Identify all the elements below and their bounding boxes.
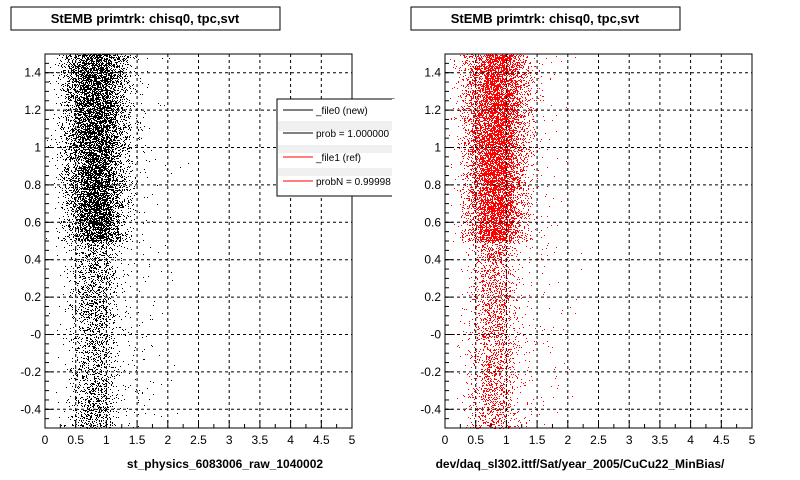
x-tick-label: 3.5 xyxy=(252,433,269,447)
x-tick-label: 0.5 xyxy=(467,433,484,447)
x-tick-label: 3 xyxy=(626,433,633,447)
y-tick-label: 1.4 xyxy=(24,66,41,80)
x-tick-label: 5 xyxy=(749,433,756,447)
y-tick-label: 0.2 xyxy=(24,290,41,304)
left-plot-panel: StEMB primtrk: chisq0, tpc,svt 0 0.5 1 1.5 2… xyxy=(10,6,400,471)
y-tick-label: -0.4 xyxy=(420,402,441,416)
y-tick-label: -0 xyxy=(30,328,41,342)
x-tick-label: 3.5 xyxy=(652,433,669,447)
x-tick-label: 1 xyxy=(503,433,510,447)
y-tick-label: 1.2 xyxy=(24,103,41,117)
y-tick-label: 0.6 xyxy=(24,215,41,229)
right-plot-panel: StEMB primtrk: chisq0, tpc,svt 0 0.5 1 1.5 2… xyxy=(410,6,756,471)
x-tick-label: 0.5 xyxy=(67,433,84,447)
x-tick-label: 4.5 xyxy=(713,433,730,447)
right-title: StEMB primtrk: chisq0, tpc,svt xyxy=(451,11,640,26)
x-tick-label: 0 xyxy=(42,433,49,447)
legend: _file0 (new) prob = 1.000000 _file1 (ref… xyxy=(276,98,400,198)
right-title-box xyxy=(410,6,681,31)
x-tick-label: 2 xyxy=(164,433,171,447)
left-title: StEMB primtrk: chisq0, tpc,svt xyxy=(51,11,240,26)
left-title-box xyxy=(10,6,281,31)
y-tick-label: 0.8 xyxy=(24,178,41,192)
legend-label-file1: _file1 (ref) xyxy=(315,153,361,164)
left-x-axis-label: st_physics_6083006_raw_1040002 xyxy=(127,457,323,471)
x-tick-label: 1.5 xyxy=(129,433,146,447)
x-tick-label: 5 xyxy=(349,433,356,447)
y-tick-label: 0.4 xyxy=(24,253,41,267)
x-tick-label: 2.5 xyxy=(590,433,607,447)
y-tick-label: 0.2 xyxy=(424,290,441,304)
y-tick-label: 1.4 xyxy=(424,66,441,80)
x-tick-label: 1 xyxy=(103,433,110,447)
x-tick-label: 0 xyxy=(442,433,449,447)
x-tick-label: 1.5 xyxy=(529,433,546,447)
legend-label-probn: probN = 0.99998 xyxy=(316,177,391,188)
x-tick-label: 3 xyxy=(226,433,233,447)
right-x-axis-label: dev/daq_sl302.ittf/Sat/year_2005/CuCu22_… xyxy=(436,457,725,471)
legend-label-file0: _file0 (new) xyxy=(315,106,368,117)
y-tick-label: -0 xyxy=(430,328,441,342)
y-tick-label: -0.2 xyxy=(420,365,441,379)
y-tick-label: 1 xyxy=(434,141,441,155)
x-tick-label: 4 xyxy=(287,433,294,447)
x-tick-label: 4 xyxy=(687,433,694,447)
y-tick-label: 0.6 xyxy=(424,215,441,229)
y-tick-label: 1 xyxy=(34,141,41,155)
y-tick-label: 1.2 xyxy=(424,103,441,117)
y-tick-label: -0.4 xyxy=(20,402,41,416)
y-tick-label: 0.8 xyxy=(424,178,441,192)
legend-label-prob: prob = 1.000000 xyxy=(316,129,390,140)
x-tick-label: 2.5 xyxy=(190,433,207,447)
y-tick-label: -0.2 xyxy=(20,365,41,379)
y-tick-label: 0.4 xyxy=(424,253,441,267)
x-tick-label: 4.5 xyxy=(313,433,330,447)
x-tick-label: 2 xyxy=(564,433,571,447)
